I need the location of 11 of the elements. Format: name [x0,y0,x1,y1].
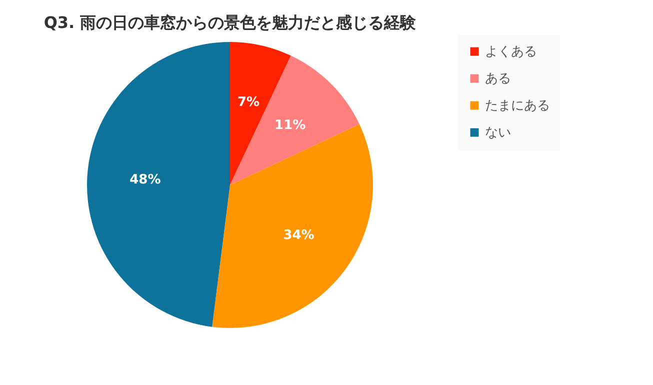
data-label: 7% [238,95,260,110]
data-label: 11% [274,118,306,133]
legend-label: ある [485,72,511,86]
data-label: 48% [130,172,161,188]
legend-label: よくある [485,44,537,60]
data-label: 34% [283,228,314,243]
chart-title: Q3. 雨の日の車窓からの景色を魅力だと感じる経験 [44,13,418,32]
legend-label: たまにある [485,98,550,114]
pie-slice [230,56,360,185]
legend-label: ない [485,126,511,140]
pie-slice [87,42,230,327]
